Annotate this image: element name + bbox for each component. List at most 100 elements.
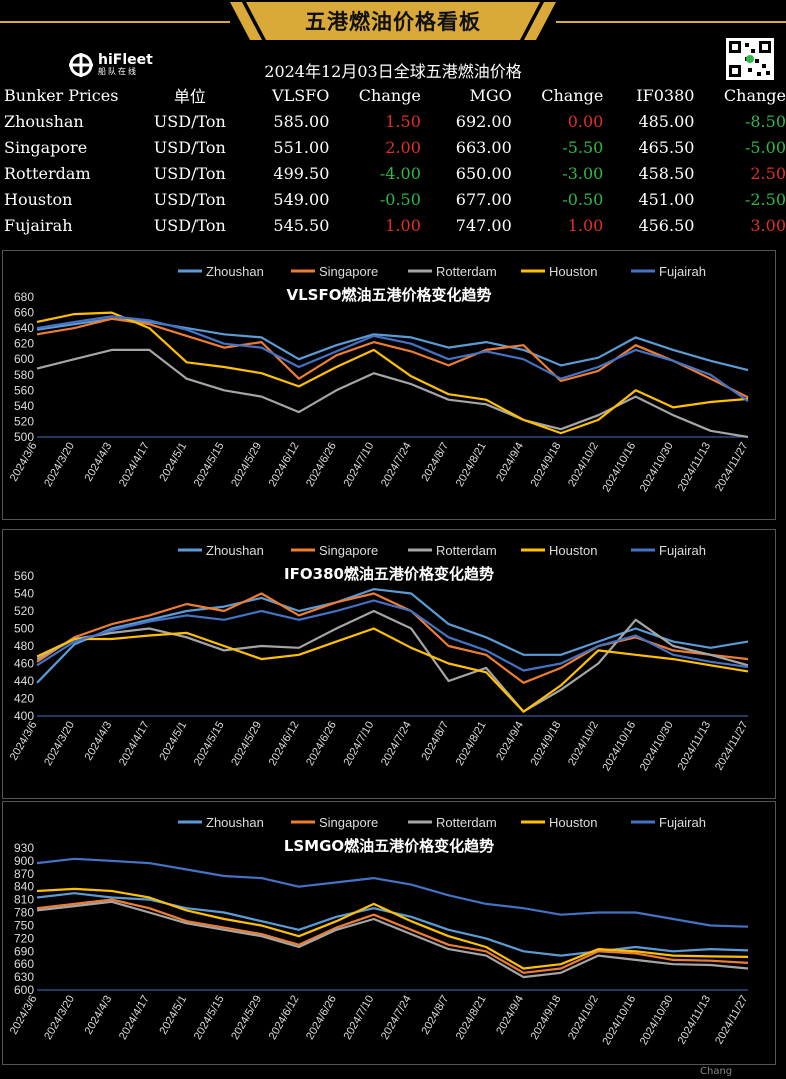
legend-label: Zhoushan <box>206 264 264 279</box>
series-line-fujairah <box>36 599 749 672</box>
x-tick-label: 2024/4/17 <box>117 994 152 1042</box>
ifo380-change: -8.50 <box>744 111 786 131</box>
x-tick-label: 2024/10/2 <box>566 720 601 768</box>
x-tick-label: 2024/5/15 <box>192 994 227 1042</box>
unit-cell: USD/Ton <box>153 163 226 183</box>
ifo380-change: -2.50 <box>744 189 786 209</box>
x-tick-label: 2024/6/26 <box>304 720 339 768</box>
x-tick-label: 2024/3/6 <box>8 441 40 484</box>
x-tick-label: 2024/8/7 <box>419 994 451 1037</box>
x-tick-label: 2024/3/6 <box>8 994 40 1037</box>
footer-text: Chang <box>700 1066 733 1077</box>
x-tick-label: 2024/10/16 <box>600 994 638 1048</box>
y-tick-label: 750 <box>14 918 34 932</box>
legend-label: Rotterdam <box>436 543 497 558</box>
x-tick-label: 2024/5/29 <box>229 994 264 1042</box>
y-tick-label: 600 <box>14 983 34 997</box>
vlsfo-price: 549.00 <box>273 189 330 209</box>
x-tick-label: 2024/8/7 <box>419 720 451 763</box>
x-tick-label: 2024/6/12 <box>267 720 302 768</box>
vlsfo-change: -0.50 <box>379 189 421 209</box>
y-tick-label: 660 <box>14 306 34 320</box>
x-tick-label: 2024/4/3 <box>83 720 115 763</box>
hifleet-logo: hiFleet 船队在线 <box>68 52 153 78</box>
mgo-change: 0.00 <box>567 111 604 131</box>
table-row: Zhoushan USD/Ton 585.00 1.50 692.00 0.00 485.0… <box>0 108 786 134</box>
legend-label: Rotterdam <box>436 815 497 830</box>
port-name: Zhoushan <box>4 111 84 131</box>
vlsfo-change: 2.00 <box>385 137 421 157</box>
y-tick-label: 520 <box>14 604 34 618</box>
x-tick-label: 2024/9/4 <box>494 994 526 1037</box>
y-tick-label: 560 <box>14 569 34 583</box>
x-tick-label: 2024/8/21 <box>454 720 489 768</box>
x-tick-label: 2024/9/18 <box>529 994 564 1042</box>
ifo380-chart: Zhoushan Singapore Rotterdam Houston Fujaira… <box>8 543 751 774</box>
mgo-change: -3.00 <box>562 163 604 183</box>
legend-label: Zhoushan <box>206 815 264 830</box>
ifo380-change: -5.00 <box>744 137 786 157</box>
x-tick-label: 2024/10/30 <box>638 720 676 774</box>
logo-name: hiFleet <box>98 52 153 68</box>
mgo-price: 677.00 <box>455 189 512 209</box>
x-tick-label: 2024/6/12 <box>267 994 302 1042</box>
x-tick-label: 2024/9/18 <box>529 720 564 768</box>
series-line-rotterdam <box>36 900 749 979</box>
series-line-zhoushan <box>36 587 749 684</box>
x-tick-label: 2024/7/24 <box>379 441 414 489</box>
legend-label: Singapore <box>319 264 378 279</box>
x-tick-label: 2024/10/2 <box>566 994 601 1042</box>
mgo-change: -0.50 <box>562 189 604 209</box>
table-row: Fujairah USD/Ton 545.50 1.00 747.00 1.00 456.5… <box>0 212 786 238</box>
chart-legend: Zhoushan Singapore Rotterdam Houston Fujaira… <box>178 815 706 830</box>
x-tick-label: 2024/9/4 <box>494 441 526 484</box>
series-line-rotterdam <box>36 609 749 713</box>
header-vlsfo: VLSFO <box>272 85 330 105</box>
x-tick-label: 2024/5/15 <box>192 441 227 489</box>
chart-legend: Zhoushan Singapore Rotterdam Houston Fujaira… <box>178 543 706 558</box>
chart-title: VLSFO燃油五港价格变化趋势 <box>287 286 492 304</box>
qr-code-icon <box>726 38 774 80</box>
header-unit: 单位 <box>173 87 206 106</box>
ifo380-change: 3.00 <box>750 215 786 235</box>
series-line-rotterdam <box>36 348 749 439</box>
y-tick-label: 540 <box>14 399 34 413</box>
series-line-houston <box>36 311 749 435</box>
vlsfo-price: 551.00 <box>273 137 330 157</box>
legend-label: Fujairah <box>659 264 706 279</box>
table-row: Rotterdam USD/Ton 499.50 -4.00 650.00 -3.00 45… <box>0 160 786 186</box>
table-row: Singapore USD/Ton 551.00 2.00 663.00 -5.50 465… <box>0 134 786 160</box>
y-tick-label: 400 <box>14 709 34 723</box>
series-line-houston <box>36 887 749 970</box>
y-tick-label: 620 <box>14 337 34 351</box>
legend-label: Fujairah <box>659 543 706 558</box>
vlsfo-price: 545.50 <box>273 215 330 235</box>
y-tick-label: 720 <box>14 931 34 945</box>
y-tick-label: 680 <box>14 290 34 304</box>
header-mgo: MGO <box>469 85 512 105</box>
legend-label: Fujairah <box>659 815 706 830</box>
y-tick-label: 870 <box>14 867 34 881</box>
x-tick-label: 2024/7/24 <box>379 994 414 1042</box>
y-tick-label: 460 <box>14 657 34 671</box>
ship-wheel-icon <box>69 53 93 77</box>
series-line-houston <box>36 627 749 713</box>
ifo380-price: 451.00 <box>638 189 695 209</box>
x-tick-label: 2024/9/18 <box>529 441 564 489</box>
x-tick-label: 2024/5/1 <box>157 994 189 1037</box>
banner-title: 五港燃油价格看板 <box>305 10 481 34</box>
x-tick-label: 2024/8/21 <box>454 440 489 488</box>
port-name: Fujairah <box>4 215 73 235</box>
x-tick-label: 2024/7/10 <box>342 994 377 1042</box>
banner: 五港燃油价格看板 <box>0 0 786 42</box>
legend-label: Houston <box>549 264 597 279</box>
legend-label: Houston <box>549 543 597 558</box>
y-tick-label: 520 <box>14 414 34 428</box>
x-tick-label: 2024/5/15 <box>192 720 227 768</box>
ifo380-price: 458.50 <box>638 163 695 183</box>
unit-cell: USD/Ton <box>153 137 226 157</box>
x-tick-label: 2024/9/4 <box>494 720 526 763</box>
legend-label: Singapore <box>319 815 378 830</box>
x-tick-label: 2024/11/13 <box>676 441 714 494</box>
ifo380-price: 456.50 <box>638 215 695 235</box>
